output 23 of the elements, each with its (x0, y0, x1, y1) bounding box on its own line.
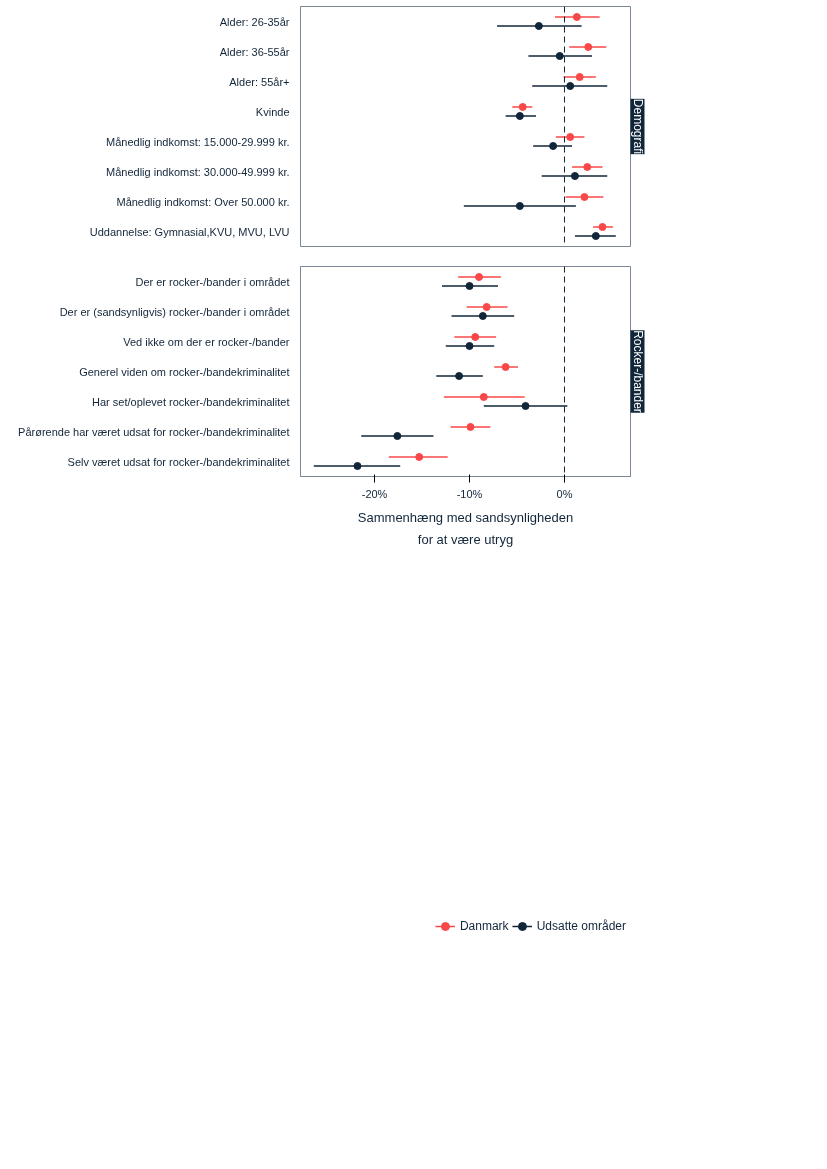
y-tick-label: Alder: 26-35år (219, 15, 290, 28)
y-tick-label: Kvinde (255, 105, 290, 118)
y-tick-label: Uddannelse: Gymnasial,KVU, MVU, LVU (89, 225, 290, 238)
legend-label: Danmark (459, 919, 509, 933)
y-tick-label: Alder: 36-55år (219, 45, 290, 58)
y-tick-label: Generel viden om rocker-/bandekriminalitet (79, 365, 290, 378)
y-tick-label: Der er (sandsynligvis) rocker-/bander i området (59, 305, 290, 318)
y-tick-label: Månedlig indkomst: 15.000-29.999 kr. (106, 135, 290, 148)
text: Demografi (630, 98, 645, 155)
y-tick-label: Månedlig indkomst: Over 50.000 kr. (116, 195, 290, 208)
y-tick-label: Alder: 55år+ (229, 75, 290, 88)
text: Rocker-/bander (630, 330, 645, 413)
y-tick-label: Har set/oplevet rocker-/bandekriminalitet (92, 395, 290, 408)
y-tick-label: Ved ikke om der er rocker-/bander (123, 335, 290, 348)
x-tick-label: -20% (361, 487, 388, 500)
y-tick-label: Der er rocker-/bander i området (135, 275, 290, 288)
y-tick-label: Månedlig indkomst: 30.000-49.999 kr. (106, 165, 290, 178)
x-tick-label: -10% (456, 487, 483, 500)
x-tick-label: 0% (556, 487, 573, 500)
y-tick-label: Selv været udsat for rocker-/bandekriminalitet (67, 455, 290, 468)
x-axis-title: Sammenhæng med sandsynligheden for at være utryg (357, 509, 574, 547)
y-tick-label: Pårørende har været udsat for rocker-/bandekriminalitet (18, 425, 290, 438)
legend-label: Udsatte områder (536, 919, 626, 933)
